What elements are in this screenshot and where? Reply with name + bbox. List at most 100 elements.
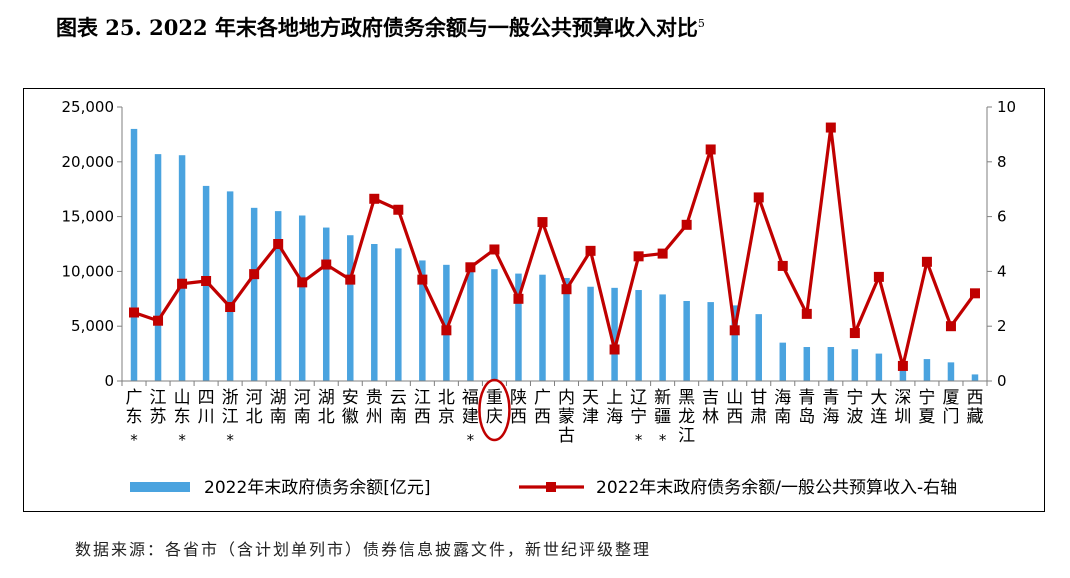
left-tick-label: 0	[104, 372, 114, 390]
x-tick-label-黑龙江: 黑龙江	[678, 388, 695, 446]
ratio-point-陕西	[513, 293, 524, 304]
ratio-point-天津	[585, 245, 596, 256]
ratio-point-新疆	[657, 248, 668, 259]
ratio-point-山西	[729, 325, 740, 336]
x-tick-label-天津: 天津	[582, 388, 599, 427]
x-tick-label-湖南: 湖南	[270, 388, 287, 427]
x-tick-label-广东: 广东	[126, 388, 143, 427]
x-tick-label-内蒙古: 内蒙古	[558, 388, 575, 446]
ratio-point-广东	[129, 307, 140, 318]
right-tick-label: 0	[997, 372, 1007, 390]
left-tick-label: 5,000	[71, 317, 114, 335]
legend-line-marker	[546, 482, 556, 492]
asterisk-mark: *	[226, 431, 234, 449]
bar-上海	[611, 287, 618, 381]
bar-海南	[779, 342, 787, 381]
ratio-point-重庆	[489, 244, 500, 255]
bar-浙江	[226, 191, 234, 381]
x-tick-label-新疆: 新疆	[654, 388, 671, 427]
highlight-ellipse	[478, 378, 511, 442]
x-tick-label-北京: 北京	[438, 388, 455, 427]
bar-大连	[875, 353, 883, 381]
x-tick-label-浙江: 浙江	[222, 388, 239, 427]
ratio-point-浙江	[225, 302, 236, 313]
bar-山东	[178, 155, 186, 381]
bar-云南	[395, 248, 402, 381]
x-tick-label-厦门: 厦门	[942, 388, 959, 427]
x-tick-label-山东: 山东	[174, 388, 191, 427]
ratio-point-山东	[177, 278, 188, 289]
bar-广西	[539, 274, 546, 381]
ratio-point-青岛	[801, 308, 812, 319]
ratio-point-湖北	[321, 259, 332, 270]
bar-厦门	[947, 362, 955, 381]
x-tick-label-西藏: 西藏	[966, 388, 983, 427]
ratio-point-甘肃	[753, 192, 764, 203]
x-tick-label-江苏: 江苏	[150, 388, 167, 427]
asterisk-mark: *	[130, 431, 138, 449]
bar-湖南	[274, 211, 282, 381]
bar-西藏	[971, 374, 979, 381]
x-tick-label-辽宁: 辽宁	[630, 388, 647, 427]
x-tick-label-吉林: 吉林	[702, 388, 719, 427]
right-tick-label: 2	[997, 317, 1007, 335]
figure-title-text: 图表 25. 2022 年末各地地方政府债务余额与一般公共预算收入对比	[56, 15, 698, 40]
x-tick-label-上海: 上海	[606, 388, 623, 427]
ratio-point-湖南	[273, 239, 284, 249]
x-tick-label-深圳: 深圳	[894, 388, 911, 427]
asterisk-mark: *	[635, 431, 643, 449]
title-footnote-mark: 5	[697, 17, 705, 30]
right-tick-label: 10	[997, 98, 1016, 116]
x-tick-label-贵州: 贵州	[366, 388, 383, 427]
ratio-point-上海	[609, 344, 620, 355]
x-tick-label-云南: 云南	[390, 388, 407, 427]
x-tick-label-安徽: 安徽	[342, 388, 359, 427]
ratio-point-西藏	[969, 288, 980, 299]
ratio-point-吉林	[705, 144, 716, 155]
bar-福建	[467, 265, 474, 381]
bar-天津	[587, 286, 594, 381]
legend-bar-label: 2022年末政府债务余额[亿元]	[204, 478, 431, 498]
ratio-point-福建	[465, 262, 476, 273]
left-tick-label: 25,000	[62, 98, 115, 116]
bar-江西	[419, 260, 426, 381]
ratio-point-河北	[249, 269, 260, 280]
source-note: 数据来源：各省市（含计划单列市）债券信息披露文件，新世纪评级整理	[75, 540, 652, 559]
asterisk-mark: *	[467, 431, 475, 449]
ratio-point-云南	[393, 204, 404, 215]
x-tick-label-大连: 大连	[870, 388, 887, 427]
right-tick-label: 6	[997, 208, 1007, 226]
bar-河北	[250, 207, 258, 381]
left-tick-label: 15,000	[62, 208, 115, 226]
x-tick-label-湖北: 湖北	[318, 388, 335, 427]
x-tick-label-山西: 山西	[726, 388, 743, 427]
ratio-point-河南	[297, 277, 308, 288]
ratio-point-安徽	[345, 274, 356, 285]
x-tick-label-重庆: 重庆	[486, 388, 503, 427]
x-tick-label-河南: 河南	[294, 388, 311, 427]
ratio-point-广西	[537, 217, 548, 228]
x-tick-label-福建: 福建	[462, 388, 479, 427]
ratio-point-宁夏	[921, 256, 932, 267]
left-tick-label: 10,000	[62, 262, 115, 280]
x-tick-label-海南: 海南	[774, 388, 791, 427]
left-tick-label: 20,000	[62, 153, 115, 171]
ratio-point-海南	[777, 260, 788, 271]
ratio-line	[133, 125, 977, 368]
ratio-point-宁波	[849, 328, 860, 339]
bar-陕西	[515, 273, 522, 381]
x-tick-label-青海: 青海	[822, 388, 839, 427]
bar-广东	[130, 128, 138, 381]
ratio-point-青海	[825, 122, 836, 133]
ratio-point-江苏	[153, 315, 164, 326]
x-tick-label-甘肃: 甘肃	[750, 388, 767, 427]
bar-内蒙古	[563, 277, 570, 381]
bar-河南	[298, 215, 306, 381]
x-tick-label-河北: 河北	[246, 388, 263, 427]
ratio-point-黑龙江	[681, 219, 692, 230]
ratio-point-辽宁	[633, 251, 644, 262]
bar-深圳	[899, 370, 907, 381]
x-tick-label-宁夏: 宁夏	[918, 388, 935, 427]
asterisk-mark: *	[659, 431, 667, 449]
bar-辽宁	[635, 290, 642, 381]
